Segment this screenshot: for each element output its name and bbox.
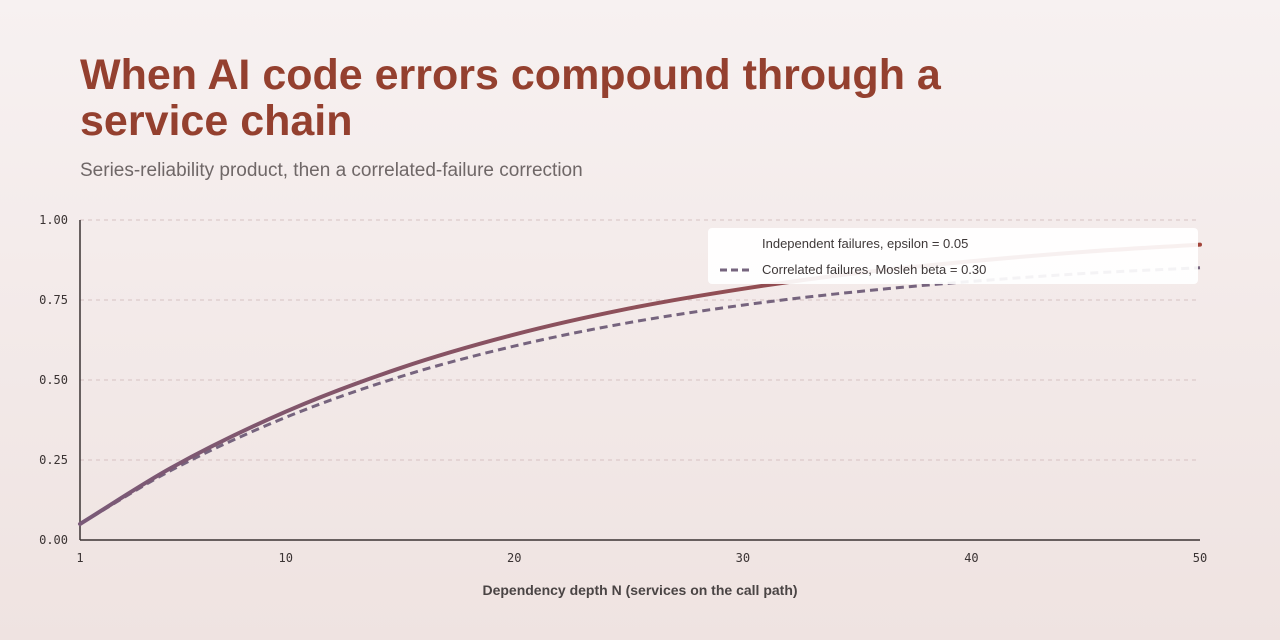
series-lines [78, 242, 1202, 526]
series-line-independent [78, 242, 1202, 526]
y-tick-label: 1.00 [39, 213, 68, 227]
legend-label-correlated: Correlated failures, Mosleh beta = 0.30 [762, 262, 986, 277]
x-tick-label: 20 [507, 551, 521, 565]
legend: Independent failures, epsilon = 0.05 Cor… [708, 228, 1198, 284]
x-tick-label: 30 [736, 551, 750, 565]
y-tick-label: 0.75 [39, 293, 68, 307]
y-tick-label: 0.25 [39, 453, 68, 467]
x-tick-labels: 1 10 20 30 40 50 [76, 551, 1207, 565]
chart-subtitle: Series-reliability product, then a corre… [80, 160, 583, 181]
y-tick-label: 0.50 [39, 373, 68, 387]
x-tick-label: 50 [1193, 551, 1207, 565]
chart-title: When AI code errors compound through a s… [80, 51, 941, 145]
y-tick-label: 0.00 [39, 533, 68, 547]
x-tick-label: 40 [964, 551, 978, 565]
x-tick-label: 1 [76, 551, 83, 565]
legend-label-independent: Independent failures, epsilon = 0.05 [762, 236, 968, 251]
legend-box [708, 228, 1198, 284]
y-tick-labels: 0.00 0.25 0.50 0.75 1.00 [39, 213, 68, 547]
x-tick-label: 10 [278, 551, 292, 565]
gridlines [80, 219, 1200, 461]
x-axis-label: Dependency depth N (services on the call… [482, 582, 797, 598]
